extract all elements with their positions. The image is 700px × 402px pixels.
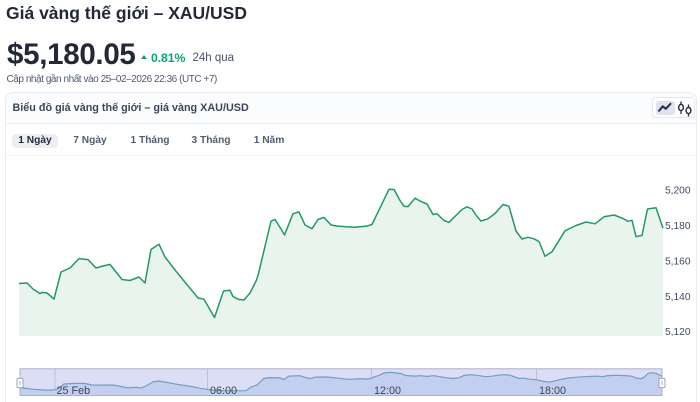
svg-text:5,200: 5,200	[665, 186, 691, 197]
svg-text:06:00: 06:00	[210, 385, 237, 397]
svg-text:5,120: 5,120	[665, 327, 691, 338]
svg-text:5,140: 5,140	[665, 292, 691, 303]
svg-text:25 Feb: 25 Feb	[57, 385, 91, 397]
svg-text:18:00: 18:00	[539, 385, 566, 397]
svg-text:12:00: 12:00	[374, 385, 401, 397]
svg-text:5,160: 5,160	[665, 257, 691, 268]
svg-text:5,180: 5,180	[665, 221, 691, 232]
